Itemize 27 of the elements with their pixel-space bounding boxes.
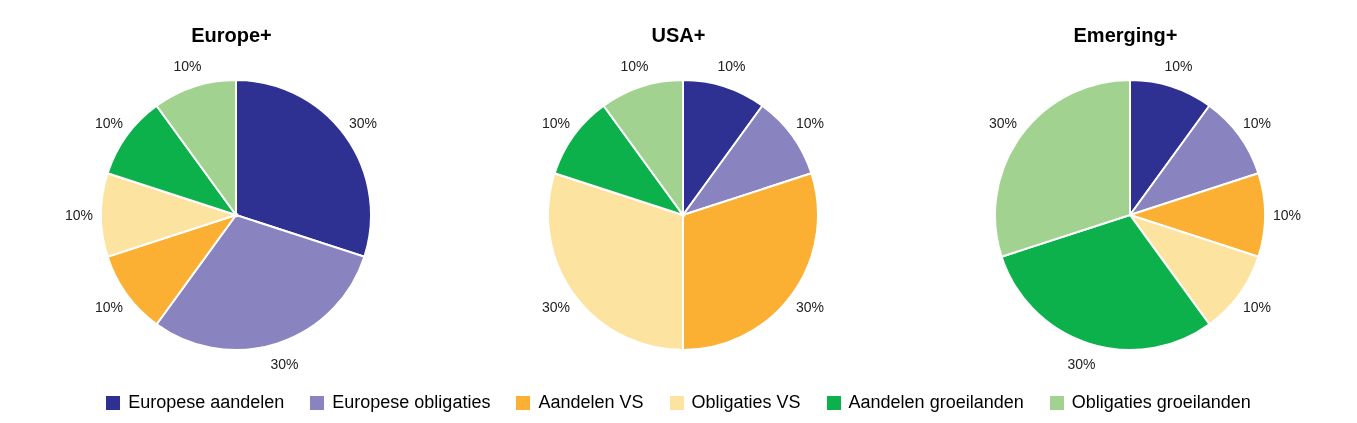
data-label: 30% — [541, 299, 570, 316]
data-label: 10% — [94, 114, 123, 131]
chart-title: Emerging+ — [1072, 23, 1179, 48]
legend-label: Obligaties groeilanden — [1071, 392, 1251, 413]
data-label: 10% — [1164, 57, 1193, 74]
data-label: 10% — [1243, 114, 1272, 131]
data-label: 30% — [988, 114, 1017, 131]
legend-label: Obligaties VS — [691, 392, 801, 413]
data-label: 10% — [796, 114, 825, 131]
data-label: 10% — [717, 57, 746, 74]
data-label: 30% — [270, 356, 299, 373]
chart-title: Europe+ — [190, 23, 273, 48]
legend-label: Europese obligaties — [332, 392, 491, 413]
data-label: 10% — [1243, 299, 1272, 316]
data-label: 10% — [541, 114, 570, 131]
data-label: 30% — [349, 114, 378, 131]
legend-label: Europese aandelen — [128, 392, 285, 413]
data-label: 10% — [94, 299, 123, 316]
data-label: 10% — [64, 207, 94, 223]
data-label: 10% — [1272, 207, 1302, 223]
legend-label: Aandelen groeilanden — [848, 392, 1024, 413]
data-label: 30% — [1067, 356, 1096, 373]
data-label: 30% — [796, 299, 825, 316]
data-label: 10% — [620, 57, 649, 74]
data-label: 10% — [173, 57, 202, 74]
chart-title: USA+ — [650, 23, 707, 48]
legend-label: Aandelen VS — [538, 392, 644, 413]
